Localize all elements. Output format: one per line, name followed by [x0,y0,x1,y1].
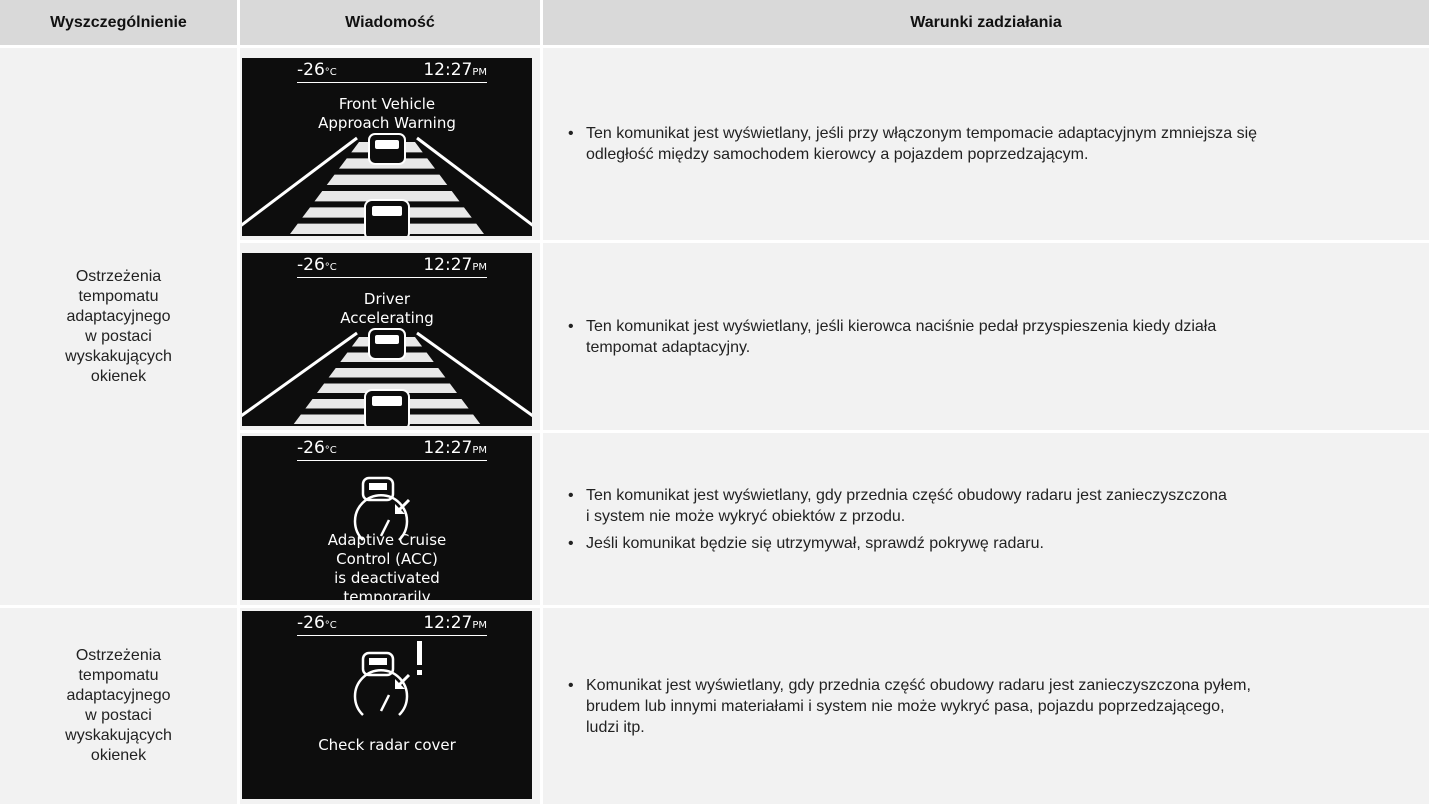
item-line: Ostrzeżenia [75,267,162,285]
bullet-line: tempomat adaptacyjny. [586,338,751,356]
message-line: Driver [363,290,411,308]
temperature-value: -26 [297,613,325,633]
display-message: Front Vehicle Approach Warning [242,95,532,133]
item-line: wyskakujących [65,727,172,744]
display-screen: -26°C 12:27PM Adaptive Cruise Control (ACC)… [242,436,532,600]
message-line: Adaptive Cruise [327,531,447,549]
temperature: -26°C [297,255,337,275]
message-line: Control (ACC) [336,550,438,568]
temperature: -26°C [297,613,337,633]
status-bar: -26°C 12:27PM [297,253,487,278]
bullet-line: i system nie może wykryć obiektów z przo… [586,507,906,525]
temperature-unit: °C [324,620,337,631]
display-message: Check radar cover [242,736,532,755]
header-cell: Wiadomość [240,0,540,45]
header-cell: Warunki zadziałania [543,0,1429,45]
message-cell: -26°C 12:27PM Check radar cover [240,608,540,804]
display-screen: -26°C 12:27PM Front Vehicle Approach Warnin… [242,58,532,236]
time: 12:27 [423,438,473,458]
item-line: tempomatu [78,287,159,305]
time: 12:27 [423,255,473,275]
conditions-cell: Ten komunikat jest wyświetlany, jeśli pr… [543,48,1429,240]
message-line: temporarily [343,588,431,600]
header-text: Wiadomość [345,13,435,31]
time: 12:27 [423,60,473,80]
time: 12:27 [423,613,473,633]
message-line: Approach Warning [318,114,456,132]
item-line: w postaci [85,707,152,724]
road-graphic [242,328,532,426]
bullet: Ten komunikat jest wyświetlany, jeśli pr… [568,123,1429,165]
item-cell: Ostrzeżenia tempomatu adaptacyjnego w posta… [0,608,237,804]
bullet: Jeśli komunikat będzie się utrzymywał, s… [568,533,1429,554]
temperature-unit: °C [324,262,337,273]
display-screen: -26°C 12:27PM Driver Accelerating [242,253,532,426]
conditions-cell: Ten komunikat jest wyświetlany, jeśli ki… [543,243,1429,430]
time-period: PM [472,262,487,273]
temperature: -26°C [297,438,337,458]
conditions-cell: Komunikat jest wyświetlany, gdy przednia… [543,608,1429,804]
time-period: PM [472,445,487,456]
status-bar: -26°C 12:27PM [297,436,487,461]
message-line: Check radar cover [318,736,456,754]
status-bar: -26°C 12:27PM [297,611,487,636]
conditions-cell: Ten komunikat jest wyświetlany, gdy prze… [543,433,1429,605]
time-period: PM [472,67,487,78]
message-line: Front Vehicle [338,95,436,113]
bullet-line: odległość między samochodem kierowcy a p… [586,146,1089,163]
bullet-line: Ten komunikat jest wyświetlany, jeśli pr… [586,125,1258,142]
bullet-line: Komunikat jest wyświetlany, gdy przednia… [586,676,1251,694]
item-line: adaptacyjnego [66,687,171,704]
header-text: Warunki zadziałania [910,13,1062,31]
bullet: Ten komunikat jest wyświetlany, gdy prze… [568,485,1429,527]
status-bar: -26°C 12:27PM [297,58,487,83]
item-line: w postaci [85,327,152,345]
clock: 12:27PM [423,438,487,458]
message-cell: -26°C 12:27PM Front Vehicle Approach Warnin… [240,48,540,240]
clock: 12:27PM [423,255,487,275]
header-cell: Wyszczególnienie [0,0,237,45]
item-line: okienek [90,747,147,764]
bullet-line: brudem lub innymi materiałami i system n… [586,697,1225,715]
item-line: wyskakujących [65,347,172,365]
bullet-line: Ten komunikat jest wyświetlany, jeśli ki… [586,317,1217,335]
road-graphic [242,133,532,236]
temperature: -26°C [297,60,337,80]
message-cell: -26°C 12:27PM Driver Accelerating [240,243,540,430]
bullet-line: ludzi itp. [586,718,645,736]
radar-graphic [353,476,411,541]
item-line: Ostrzeżenia [75,647,162,664]
message-line: Accelerating [340,309,434,327]
bullet-line: Ten komunikat jest wyświetlany, gdy prze… [586,486,1227,504]
display-message: Driver Accelerating [242,290,532,328]
temperature-value: -26 [297,438,325,458]
display-screen: -26°C 12:27PM Check radar cover [242,611,532,799]
temperature-value: -26 [297,60,325,80]
message-line: is deactivated [334,569,440,587]
item-line: tempomatu [78,667,159,684]
time-period: PM [472,620,487,631]
clock: 12:27PM [423,613,487,633]
item-cell: Ostrzeżenia tempomatu adaptacyjnego w posta… [0,48,237,605]
message-cell: -26°C 12:27PM Adaptive Cruise Control (ACC)… [240,433,540,605]
item-line: adaptacyjnego [66,307,171,325]
display-message: Adaptive Cruise Control (ACC) is deactivat… [242,531,532,600]
radar-alert-graphic [353,641,422,716]
temperature-value: -26 [297,255,325,275]
clock: 12:27PM [423,60,487,80]
bullet: Ten komunikat jest wyświetlany, jeśli ki… [568,316,1429,358]
header-text: Wyszczególnienie [50,13,187,31]
item-line: okienek [90,367,147,385]
temperature-unit: °C [324,445,337,456]
bullet-line: Jeśli komunikat będzie się utrzymywał, s… [586,534,1044,552]
temperature-unit: °C [324,67,337,78]
bullet: Komunikat jest wyświetlany, gdy przednia… [568,675,1429,738]
